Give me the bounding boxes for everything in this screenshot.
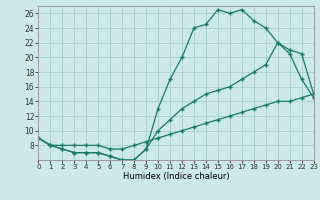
X-axis label: Humidex (Indice chaleur): Humidex (Indice chaleur) bbox=[123, 172, 229, 181]
